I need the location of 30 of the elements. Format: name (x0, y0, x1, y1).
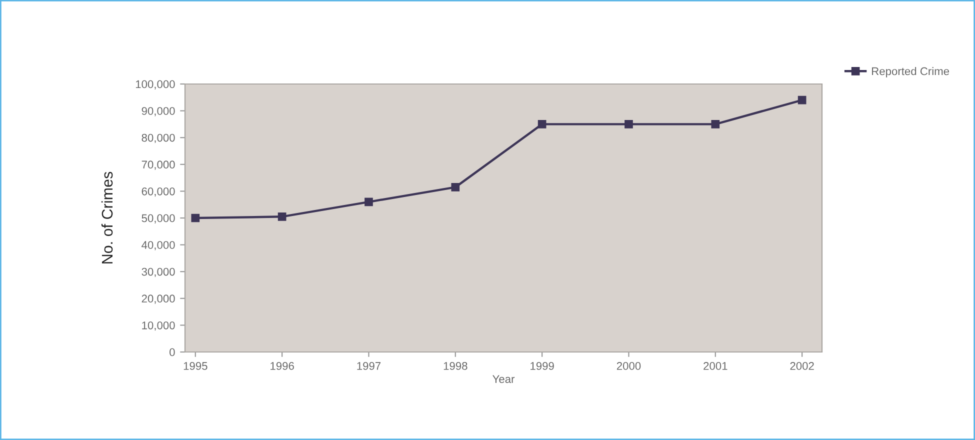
point (798, 96, 806, 104)
point (538, 120, 546, 128)
y-axis-title: No. of Crimes (101, 172, 113, 264)
y-tick-label: 70,000 (142, 160, 175, 170)
point (364, 198, 373, 206)
x-tick-label: 1997 (357, 362, 381, 370)
x-tick-label: 2002 (790, 362, 814, 370)
legend-label: Reported Crime (872, 67, 950, 78)
y-tick-label: 30,000 (142, 268, 175, 278)
y-tick-label: 40,000 (142, 241, 175, 250)
x-tick-label: 2001 (704, 362, 728, 370)
x-tick-label: 1999 (530, 362, 554, 370)
point (191, 214, 200, 222)
y-tick-label: 100,000 (136, 80, 175, 90)
x-tick-label: 1995 (184, 362, 208, 370)
point (711, 120, 720, 128)
y-tick-label: 60,000 (142, 187, 175, 197)
x-tick-label: 2000 (616, 362, 641, 370)
y-tick-label: 50,000 (142, 214, 175, 224)
x-tick-label: 1998 (444, 362, 468, 370)
y-tick-label: 20,000 (142, 294, 175, 304)
x-tick-label: 1996 (270, 362, 294, 370)
y-tick-label: 90,000 (142, 107, 175, 116)
x-axis-title: Year (492, 375, 515, 384)
point (278, 212, 286, 221)
point (624, 120, 633, 128)
y-tick-label: 0 (170, 348, 175, 356)
y-tick-label: 80,000 (142, 134, 175, 144)
y-tick-label: 10,000 (142, 321, 175, 331)
point (451, 183, 460, 192)
